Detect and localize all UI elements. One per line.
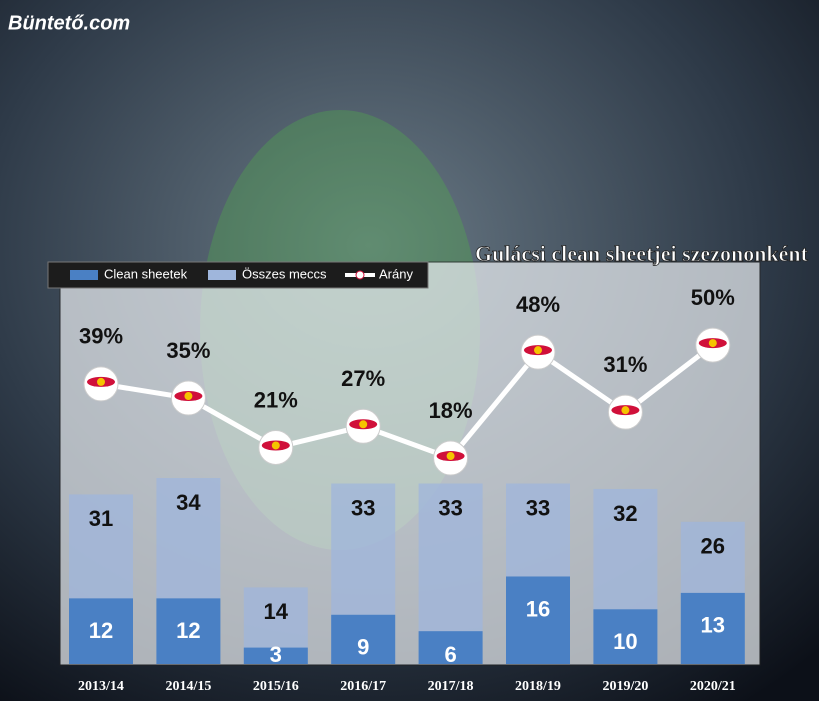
x-tick-label: 2015/16 — [253, 679, 299, 694]
clean-label: 13 — [701, 613, 725, 638]
logo-ball — [708, 339, 717, 348]
ratio-marker — [345, 408, 381, 444]
ratio-label: 31% — [603, 352, 647, 377]
total-label: 33 — [526, 495, 550, 520]
total-label: 14 — [264, 599, 289, 624]
clean-label: 10 — [613, 629, 637, 654]
x-tick-label: 2020/21 — [690, 679, 736, 694]
legend-swatch — [208, 270, 236, 280]
ratio-marker — [433, 440, 469, 476]
total-label: 34 — [176, 490, 201, 515]
x-tick-label: 2014/15 — [165, 679, 211, 694]
x-tick-label: 2018/19 — [515, 679, 561, 694]
logo-ball — [271, 441, 280, 450]
total-label: 31 — [89, 506, 113, 531]
total-label: 33 — [438, 495, 462, 520]
logo-ball — [184, 392, 193, 401]
clean-bar — [156, 598, 221, 664]
ratio-label: 21% — [254, 387, 298, 412]
ratio-marker — [83, 366, 119, 402]
clean-bar — [331, 614, 396, 664]
legend-label: Arány — [379, 266, 413, 281]
ratio-label: 39% — [79, 324, 123, 349]
logo-ball — [446, 452, 455, 461]
clean-bar — [506, 576, 570, 664]
ratio-marker — [607, 394, 643, 430]
ratio-label: 27% — [341, 366, 385, 391]
legend-label: Clean sheetek — [104, 266, 188, 281]
legend-label: Összes meccs — [242, 266, 327, 281]
logo-ball — [534, 346, 542, 355]
clean-label: 9 — [357, 635, 369, 660]
clean-label: 3 — [270, 642, 282, 667]
total-label: 32 — [613, 501, 637, 526]
legend-dot — [355, 270, 365, 280]
x-tick-label: 2017/18 — [428, 679, 474, 694]
x-tick-label: 2013/14 — [78, 679, 124, 694]
chart-title: Gulácsi clean sheetjei szezononként — [475, 241, 809, 266]
clean-bar — [418, 631, 483, 664]
logo-ball — [97, 377, 105, 386]
ratio-label: 50% — [691, 285, 735, 310]
x-tick-label: 2016/17 — [340, 679, 386, 694]
total-label: 26 — [701, 534, 725, 559]
ratio-marker — [170, 380, 206, 416]
legend: Clean sheetek Összes meccs Arány — [47, 261, 429, 289]
ratio-marker — [695, 327, 731, 363]
clean-label: 6 — [444, 642, 456, 667]
ratio-label: 18% — [429, 398, 473, 423]
clean-bar — [69, 598, 133, 664]
clean-label: 12 — [89, 618, 113, 643]
clean-bar — [593, 609, 658, 664]
total-label: 33 — [351, 495, 375, 520]
logo-ball — [359, 420, 368, 429]
clean-label: 12 — [176, 618, 200, 643]
ratio-label: 48% — [516, 292, 560, 317]
brand: Büntető.com — [8, 12, 130, 34]
clean-label: 16 — [526, 596, 550, 621]
legend-swatch — [70, 270, 98, 280]
logo-ball — [621, 406, 630, 415]
ratio-marker — [520, 334, 556, 370]
ratio-marker — [258, 429, 294, 465]
clean-bar — [243, 647, 308, 664]
x-tick-label: 2019/20 — [602, 679, 648, 694]
clean-bar — [680, 592, 745, 664]
ratio-label: 35% — [166, 338, 210, 363]
